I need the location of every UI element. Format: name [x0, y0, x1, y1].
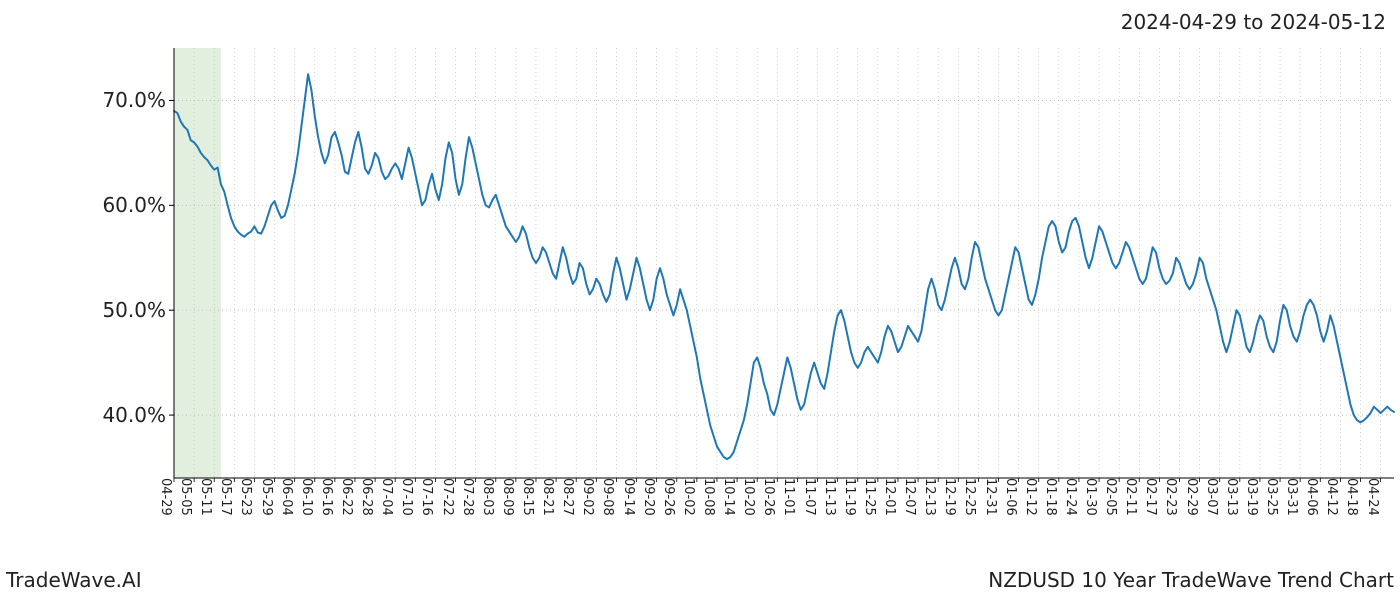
xtick-label: 02-17 — [1143, 478, 1164, 516]
date-range-label: 2024-04-29 to 2024-05-12 — [1121, 10, 1386, 34]
xtick-label: 09-20 — [641, 478, 662, 516]
xtick-label: 12-13 — [922, 478, 943, 516]
xtick-label: 09-02 — [580, 478, 601, 516]
xtick-label: 02-05 — [1103, 478, 1124, 516]
xtick-label: 05-29 — [259, 478, 280, 516]
xtick-label: 12-07 — [902, 478, 923, 516]
xtick-label: 03-31 — [1284, 478, 1305, 516]
xtick-label: 06-16 — [319, 478, 340, 516]
xtick-label: 10-14 — [721, 478, 742, 516]
xtick-label: 08-21 — [540, 478, 561, 516]
xtick-label: 10-20 — [741, 478, 762, 516]
xtick-label: 04-18 — [1344, 478, 1365, 516]
xtick-label: 04-29 — [158, 478, 179, 516]
xtick-label: 09-14 — [621, 478, 642, 516]
ytick-label: 50.0% — [102, 298, 174, 322]
xtick-label: 07-16 — [419, 478, 440, 516]
xtick-label: 08-03 — [480, 478, 501, 516]
xtick-label: 08-27 — [560, 478, 581, 516]
xtick-label: 01-30 — [1083, 478, 1104, 516]
xtick-label: 03-25 — [1264, 478, 1285, 516]
xtick-label: 07-28 — [460, 478, 481, 516]
xtick-label: 01-06 — [1003, 478, 1024, 516]
xtick-label: 07-04 — [379, 478, 400, 516]
brand-label: TradeWave.AI — [6, 568, 142, 592]
xtick-label: 10-26 — [761, 478, 782, 516]
xtick-label: 05-11 — [198, 478, 219, 516]
xtick-label: 04-06 — [1304, 478, 1325, 516]
xtick-label: 03-13 — [1224, 478, 1245, 516]
xtick-label: 11-19 — [842, 478, 863, 516]
xtick-label: 12-19 — [942, 478, 963, 516]
xtick-label: 10-02 — [681, 478, 702, 516]
xtick-label: 04-24 — [1365, 478, 1386, 516]
xtick-label: 06-04 — [279, 478, 300, 516]
xtick-label: 09-08 — [600, 478, 621, 516]
xtick-label: 02-11 — [1123, 478, 1144, 516]
xtick-label: 02-29 — [1184, 478, 1205, 516]
xtick-label: 07-22 — [440, 478, 461, 516]
xtick-label: 03-07 — [1204, 478, 1225, 516]
xtick-label: 11-25 — [862, 478, 883, 516]
xtick-label: 01-18 — [1043, 478, 1064, 516]
chart-title: NZDUSD 10 Year TradeWave Trend Chart — [988, 568, 1394, 592]
xtick-label: 05-23 — [238, 478, 259, 516]
xtick-label: 02-23 — [1163, 478, 1184, 516]
ytick-label: 70.0% — [102, 88, 174, 112]
xtick-label: 06-10 — [299, 478, 320, 516]
xtick-label: 12-01 — [882, 478, 903, 516]
xtick-label: 06-28 — [359, 478, 380, 516]
ytick-label: 40.0% — [102, 403, 174, 427]
xtick-label: 04-12 — [1324, 478, 1345, 516]
xtick-label: 05-17 — [218, 478, 239, 516]
xtick-label: 12-31 — [983, 478, 1004, 516]
xtick-label: 08-15 — [520, 478, 541, 516]
xtick-label: 11-01 — [781, 478, 802, 516]
xtick-label: 03-19 — [1244, 478, 1265, 516]
xtick-label: 01-12 — [1023, 478, 1044, 516]
xtick-label: 11-13 — [822, 478, 843, 516]
trend-line — [174, 74, 1394, 459]
xtick-label: 06-22 — [339, 478, 360, 516]
xtick-label: 07-10 — [399, 478, 420, 516]
xtick-label: 05-05 — [178, 478, 199, 516]
xtick-label: 12-25 — [962, 478, 983, 516]
highlight-band — [174, 48, 221, 478]
xtick-label: 10-08 — [701, 478, 722, 516]
xtick-label: 11-07 — [802, 478, 823, 516]
trend-chart: 40.0%50.0%60.0%70.0%04-2905-0505-1105-17… — [174, 48, 1394, 478]
xtick-label: 09-26 — [661, 478, 682, 516]
xtick-label: 08-09 — [500, 478, 521, 516]
xtick-label: 01-24 — [1063, 478, 1084, 516]
ytick-label: 60.0% — [102, 193, 174, 217]
